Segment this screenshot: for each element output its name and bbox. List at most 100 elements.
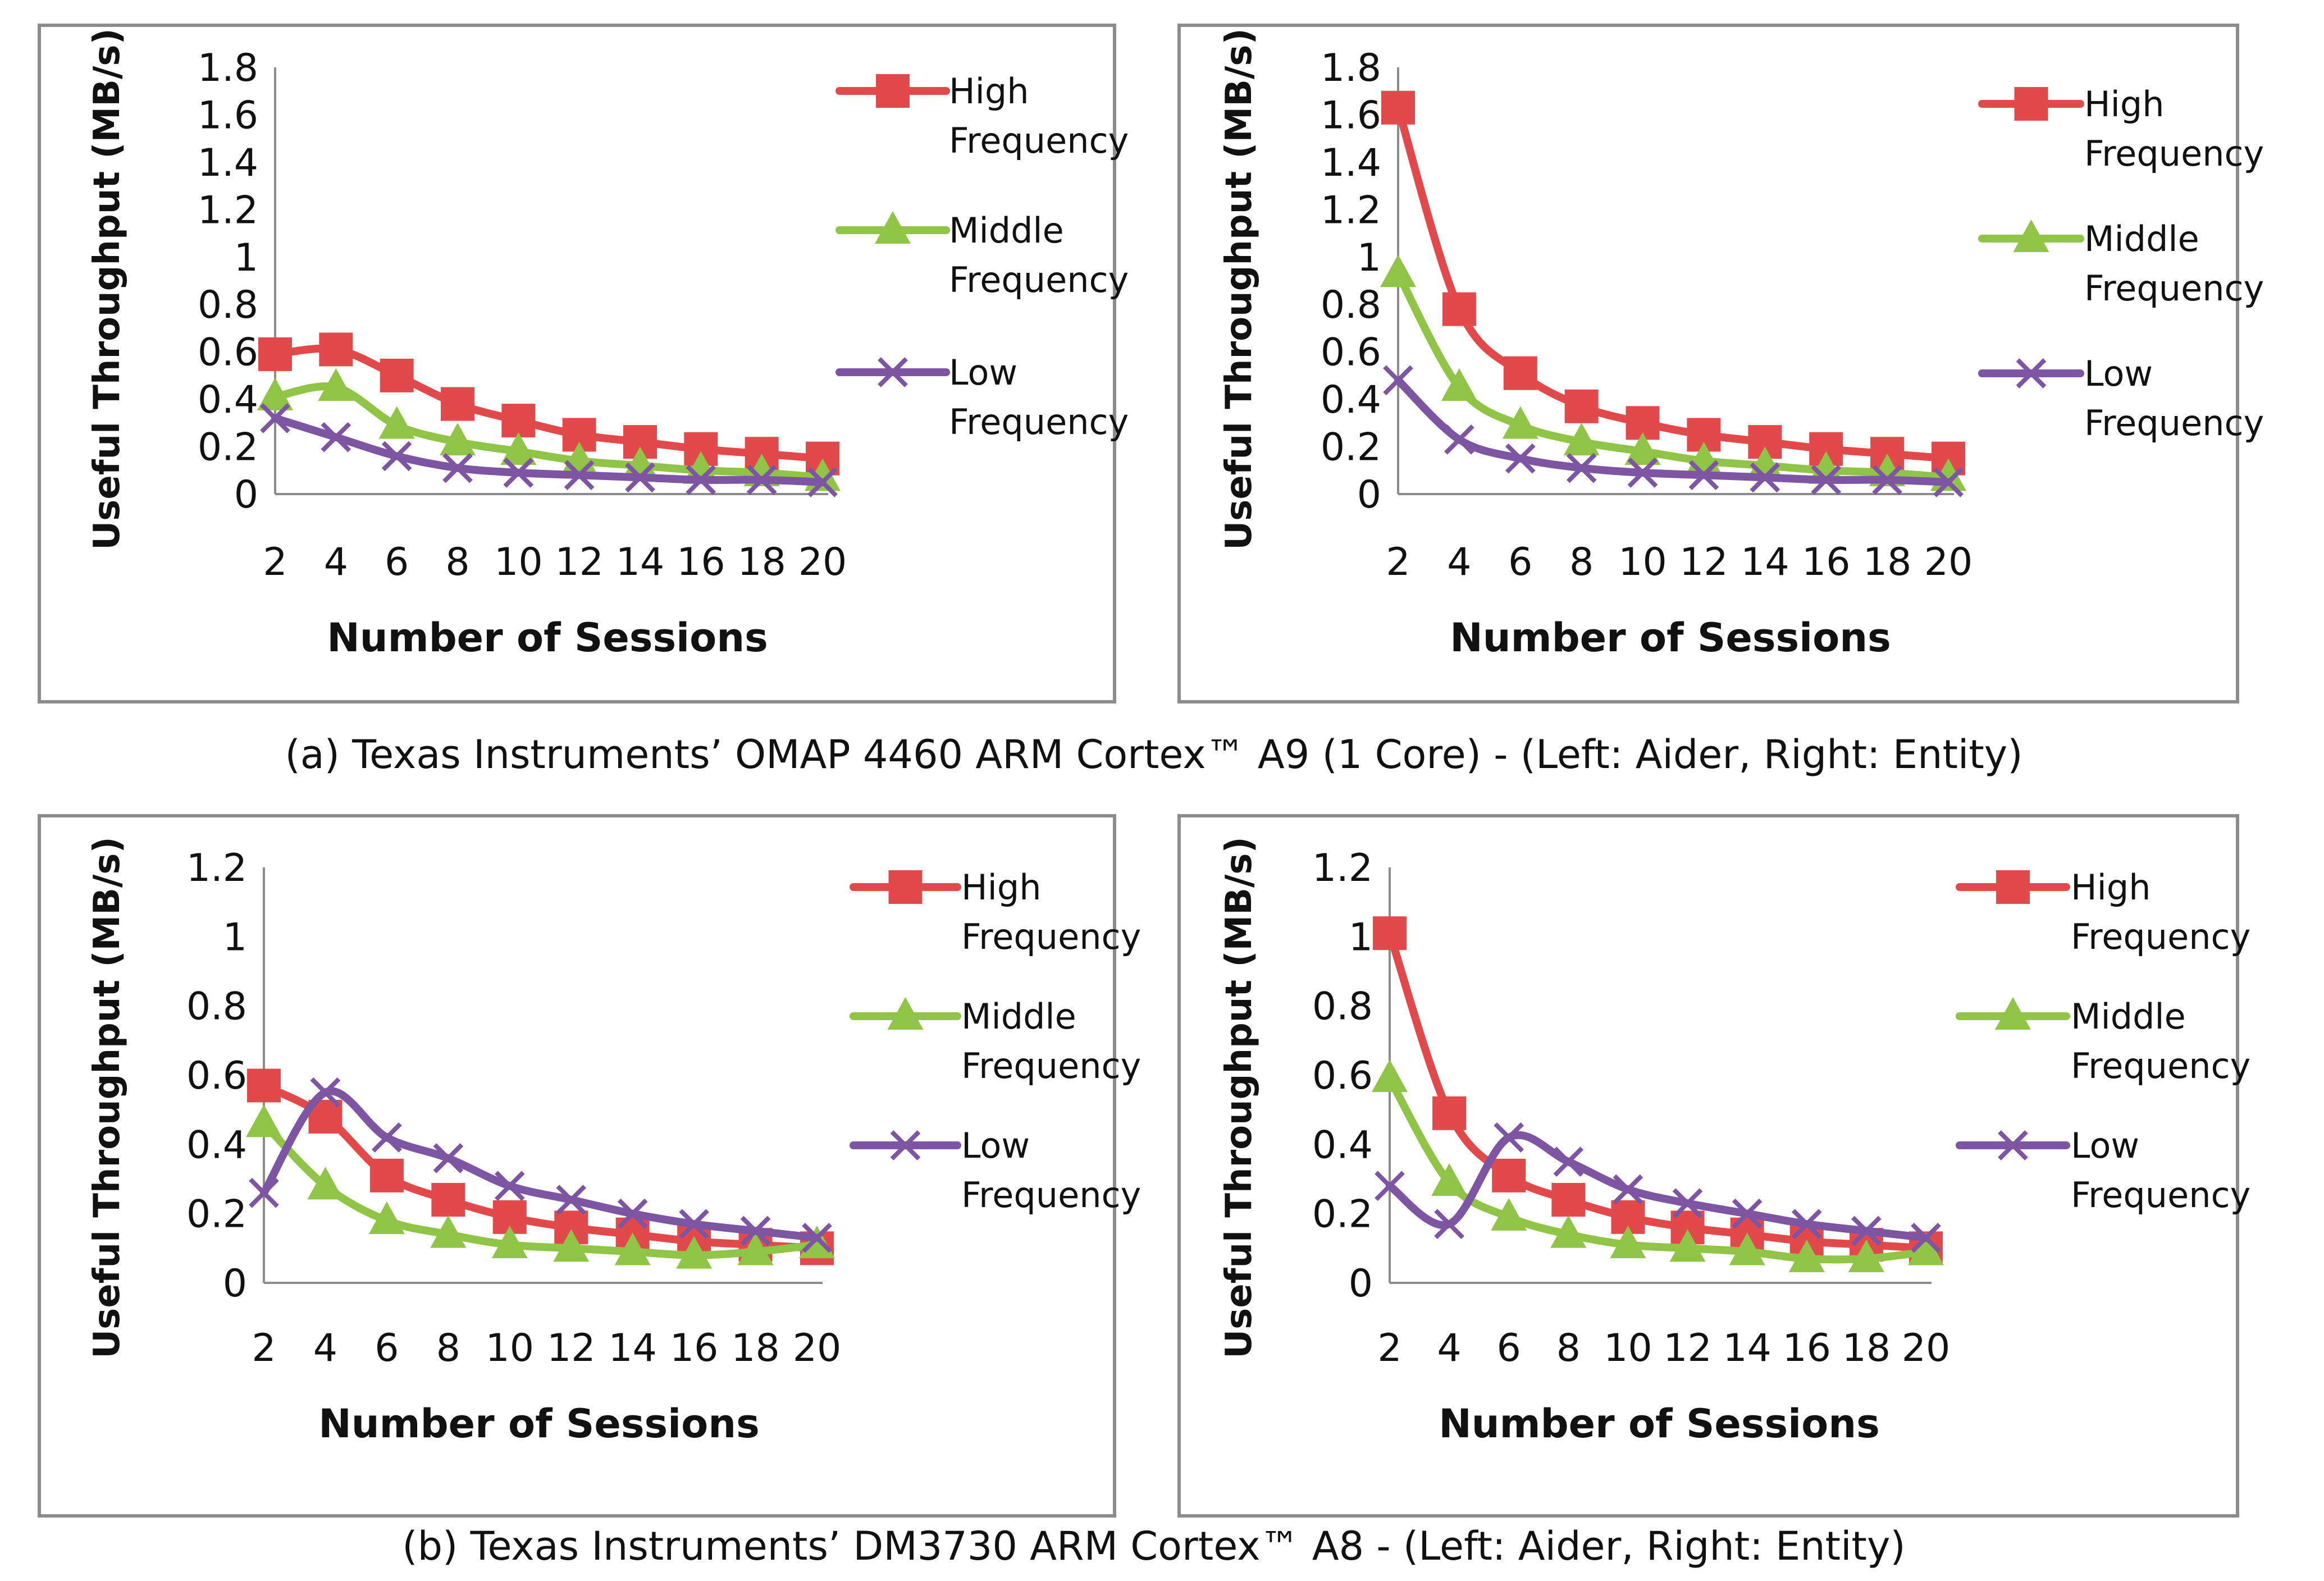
data-point-marker xyxy=(1872,464,1902,495)
y-tick-label: 0.4 xyxy=(1312,1123,1373,1167)
y-tick-label: 1 xyxy=(1357,236,1381,280)
data-point-marker xyxy=(1432,1096,1467,1130)
data-point-marker xyxy=(378,406,415,439)
data-point-marker xyxy=(553,1229,590,1262)
y-tick-label: 0.6 xyxy=(186,1054,247,1098)
data-point-marker xyxy=(1566,453,1597,483)
legend-label-line1: Low xyxy=(2084,353,2153,394)
series-low-frequency xyxy=(1383,365,1964,497)
data-point-marker xyxy=(679,1209,709,1239)
x-tick-label: 14 xyxy=(616,540,665,584)
legend-label-line2: Frequency xyxy=(949,259,1129,300)
data-point-marker xyxy=(310,1077,341,1108)
legend-entry: Middle Frequency xyxy=(1978,218,2264,309)
y-tick-label: 0.6 xyxy=(198,331,258,375)
legend-label-line1: Middle xyxy=(2071,996,2186,1037)
data-point-marker xyxy=(1434,1209,1464,1239)
data-point-marker xyxy=(1732,1198,1763,1229)
data-point-marker xyxy=(1848,1239,1884,1272)
data-point-marker xyxy=(686,464,716,495)
data-point-marker xyxy=(501,404,536,438)
legend-swatch-marker xyxy=(1995,997,2031,1030)
y-axis-title: Useful Throughput (MB/s) xyxy=(1218,28,1260,550)
series-line xyxy=(271,382,827,482)
legend-entry: High Frequency xyxy=(850,867,1141,957)
data-point-marker xyxy=(307,1167,344,1200)
y-tick-label: 0.2 xyxy=(1312,1192,1373,1237)
y-tick-label: 1.4 xyxy=(1321,141,1381,185)
x-tick-label: 20 xyxy=(793,1326,842,1370)
legend-label-line2: Frequency xyxy=(949,401,1129,442)
x-tick-label: 2 xyxy=(252,1326,276,1370)
legend-entry: Middle Frequency xyxy=(850,996,1141,1086)
chart-frame xyxy=(38,24,1116,703)
series-line xyxy=(271,414,827,486)
legend-label-line2: Frequency xyxy=(961,1045,1141,1086)
data-point-marker xyxy=(1491,1198,1527,1231)
y-tick-label: 0.2 xyxy=(186,1192,247,1237)
x-tick-label: 8 xyxy=(436,1326,460,1370)
data-point-marker xyxy=(1550,1215,1587,1248)
data-point-marker xyxy=(433,1143,464,1173)
x-tick-label: 2 xyxy=(1377,1326,1401,1370)
data-point-marker xyxy=(500,432,537,465)
data-point-marker xyxy=(1811,464,1842,495)
data-point-marker xyxy=(431,1183,465,1217)
x-tick-label: 2 xyxy=(263,540,287,584)
data-point-marker xyxy=(1492,1158,1526,1192)
data-point-marker xyxy=(1791,1209,1822,1239)
legend-entry: High Frequency xyxy=(1956,867,2250,957)
y-tick-label: 1.8 xyxy=(1321,46,1381,90)
x-tick-label: 20 xyxy=(1924,540,1973,584)
y-tick-label: 1.6 xyxy=(1321,93,1381,138)
legend-entry: Low Frequency xyxy=(1978,353,2264,444)
caption-b: (b) Texas Instruments’ DM3730 ARM Cortex… xyxy=(402,1523,1905,1569)
y-tick-label: 1.2 xyxy=(1321,188,1381,232)
data-point-marker xyxy=(1431,1163,1468,1196)
legend-label-line1: Low xyxy=(961,1125,1030,1166)
x-tick-label: 6 xyxy=(385,540,409,584)
data-point-marker xyxy=(369,1158,404,1192)
data-point-marker xyxy=(1808,451,1844,484)
series-line xyxy=(260,1120,821,1259)
series-low-frequency xyxy=(1375,1122,1941,1253)
legend-label-line2: Frequency xyxy=(2084,268,2264,309)
chart-a-left-aider: 00.20.40.60.811.21.41.61.8 2 4 6 8 10 12 14 16 18… xyxy=(38,24,1129,703)
series-line xyxy=(260,1087,821,1242)
y-tick-label: 0.6 xyxy=(1321,331,1381,375)
legend-swatch-marker xyxy=(2013,220,2049,252)
legend-label-line2: Frequency xyxy=(2084,133,2264,174)
legend-label-line1: High xyxy=(961,867,1042,908)
x-tick-label: 18 xyxy=(737,540,786,584)
legend-swatch-marker xyxy=(890,1130,921,1160)
x-tick-label: 4 xyxy=(1437,1326,1461,1370)
y-tick-label: 1.4 xyxy=(198,141,258,185)
chart-frame xyxy=(1177,814,2239,1518)
data-point-marker xyxy=(441,387,474,421)
legend-label-line1: Middle xyxy=(2084,218,2199,259)
legend-entry: High Frequency xyxy=(1978,84,2264,174)
x-axis-title: Number of Sessions xyxy=(327,615,768,661)
y-axis-title: Useful Throughput (MB/s) xyxy=(86,28,128,550)
data-point-marker xyxy=(1851,1216,1882,1246)
data-point-marker xyxy=(1494,1122,1524,1153)
legend-label-line2: Frequency xyxy=(2084,403,2264,444)
legend-swatch-marker xyxy=(1996,870,2030,904)
legend-label-line1: High xyxy=(2084,84,2165,125)
x-axis-title: Number of Sessions xyxy=(318,1401,760,1447)
y-tick-label: 1.6 xyxy=(198,93,258,138)
data-point-marker xyxy=(676,1236,713,1269)
y-tick-label: 0.2 xyxy=(198,426,258,470)
x-tick-label: 6 xyxy=(1508,540,1532,584)
series-low-frequency xyxy=(260,403,838,497)
legend-entry: High Frequency xyxy=(835,71,1129,161)
x-tick-label: 20 xyxy=(798,540,847,584)
data-point-marker xyxy=(1788,1239,1825,1272)
series-middle-frequency xyxy=(246,1104,835,1269)
y-tick-label: 0.4 xyxy=(186,1123,247,1167)
data-point-marker xyxy=(257,377,293,410)
data-point-marker xyxy=(1729,1232,1765,1265)
legend-label-line1: Low xyxy=(2071,1125,2139,1166)
data-point-marker xyxy=(1908,1232,1944,1265)
x-axis-title: Number of Sessions xyxy=(1439,1401,1880,1447)
